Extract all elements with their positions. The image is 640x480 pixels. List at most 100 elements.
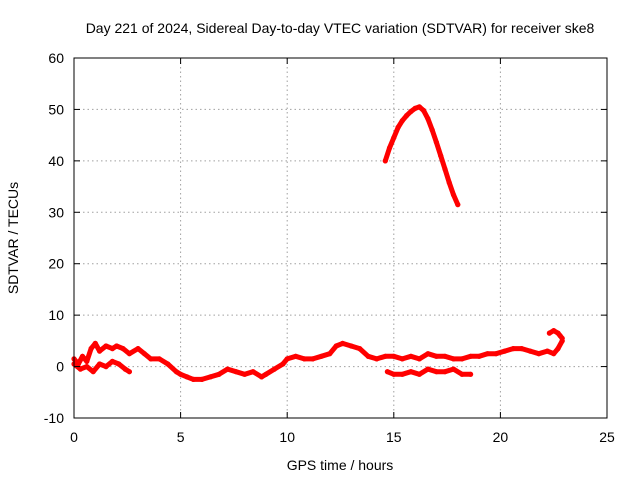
data-point (284, 356, 290, 362)
y-tick-label: 60 (48, 50, 64, 66)
data-point (416, 356, 422, 362)
chart-title: Day 221 of 2024, Sidereal Day-to-day VTE… (86, 20, 595, 36)
data-point (233, 369, 239, 375)
data-point (536, 351, 542, 357)
data-point (263, 371, 269, 377)
data-point (109, 346, 115, 352)
data-point (399, 371, 405, 377)
x-tick-label: 15 (386, 429, 402, 445)
data-point (559, 335, 565, 341)
data-point (122, 366, 128, 372)
data-point (120, 346, 126, 352)
data-point (184, 374, 190, 380)
data-point (455, 202, 461, 208)
data-point (459, 371, 465, 377)
data-point (271, 366, 277, 372)
data-point (384, 369, 390, 375)
data-point (433, 353, 439, 359)
data-point (395, 124, 401, 130)
data-point (109, 358, 115, 364)
data-point (327, 351, 333, 357)
data-point (116, 361, 122, 367)
data-point (425, 351, 431, 357)
data-point (433, 369, 439, 375)
y-tick-label: -10 (44, 410, 64, 426)
data-point (476, 353, 482, 359)
data-point (77, 366, 83, 372)
data-point (502, 348, 508, 354)
y-axis-label: SDTVAR / TECUs (5, 182, 21, 294)
x-tick-label: 0 (70, 429, 78, 445)
data-point (408, 108, 414, 115)
data-point (408, 353, 414, 359)
data-point (416, 104, 422, 110)
data-point (84, 358, 90, 364)
series-line (382, 104, 461, 208)
data-point (199, 376, 205, 382)
data-point (97, 361, 103, 367)
data-point (126, 369, 132, 375)
data-point (333, 343, 339, 349)
data-point (79, 353, 86, 359)
data-point (374, 356, 380, 362)
data-point (301, 356, 307, 362)
data-point (429, 127, 435, 133)
data-point (438, 153, 444, 159)
data-point (365, 353, 371, 359)
plot-frame (73, 57, 608, 419)
data-point (510, 346, 516, 352)
x-tick-label: 5 (177, 429, 185, 445)
data-point (391, 371, 397, 377)
grid-lines (74, 58, 607, 418)
data-point (340, 340, 346, 346)
data-point (399, 356, 405, 362)
data-point (544, 348, 550, 354)
data-point (259, 374, 265, 380)
axis-ticks (73, 57, 608, 419)
data-point (216, 371, 222, 377)
data-point (551, 351, 557, 357)
data-point (92, 340, 98, 346)
data-point (459, 356, 465, 362)
x-tick-label: 10 (279, 429, 295, 445)
data-point (527, 348, 533, 354)
data-point (348, 343, 354, 349)
data-point (404, 113, 410, 119)
data-point (519, 346, 525, 352)
data-point (555, 346, 561, 352)
data-point (207, 374, 213, 380)
data-point (425, 366, 431, 372)
data-point (141, 351, 147, 357)
series-line (71, 358, 132, 375)
data-point (318, 353, 324, 359)
y-axis-tick-labels: -10 0 10 20 30 40 50 60 (44, 50, 64, 426)
data-point (442, 166, 448, 172)
data-point (468, 371, 474, 377)
data-point (190, 376, 196, 382)
data-point (399, 118, 405, 124)
x-tick-label: 25 (599, 429, 615, 445)
data-point (310, 356, 316, 362)
data-point (450, 192, 457, 198)
data-point (546, 330, 553, 336)
data-point (391, 135, 397, 141)
data-point (386, 145, 393, 151)
data-point (250, 369, 256, 375)
data-point (103, 364, 109, 370)
data-point (242, 371, 248, 377)
x-axis-label: GPS time / hours (287, 457, 394, 473)
x-tick-label: 20 (493, 429, 509, 445)
data-point (551, 328, 557, 334)
data-point (450, 366, 457, 372)
data-point (468, 353, 474, 359)
data-point (421, 107, 427, 114)
data-point (485, 351, 491, 357)
data-point (165, 361, 171, 367)
data-point (446, 179, 452, 186)
y-tick-label: 10 (48, 307, 64, 323)
y-tick-label: 0 (56, 359, 64, 375)
plot-area (71, 104, 565, 382)
data-point (178, 371, 184, 377)
data-point (135, 346, 141, 352)
